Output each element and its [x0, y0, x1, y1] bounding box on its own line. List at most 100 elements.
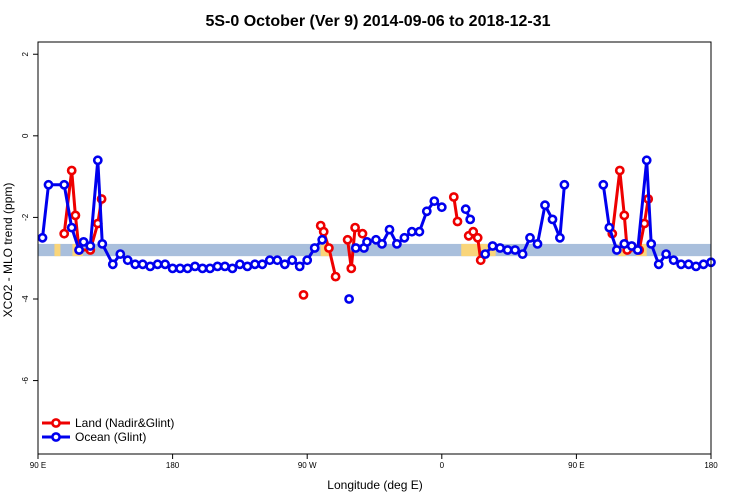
data-point — [555, 232, 565, 243]
data-point — [59, 179, 70, 190]
data-point — [122, 255, 133, 266]
data-point — [641, 155, 652, 166]
data-point — [234, 259, 245, 270]
data-point — [317, 234, 328, 245]
data-point — [97, 238, 108, 249]
data-point — [167, 263, 178, 274]
x-tick-label: 90 E — [30, 461, 46, 470]
data-point — [227, 263, 238, 274]
data-point — [175, 263, 185, 274]
x-tick-label: 90 E — [568, 461, 584, 470]
data-point — [350, 243, 361, 253]
data-point — [547, 214, 558, 225]
data-point — [92, 155, 103, 166]
data-point — [37, 232, 48, 243]
legend-marker — [51, 418, 61, 428]
data-point — [264, 255, 275, 266]
data-point — [421, 206, 432, 217]
band-land-segment — [54, 243, 61, 257]
data-point — [66, 222, 77, 233]
data-point — [107, 259, 118, 270]
chart-title: 5S-0 October (Ver 9) 2014-09-06 to 2018-… — [205, 13, 550, 30]
data-point — [342, 234, 353, 245]
data-point — [318, 226, 329, 237]
data-point — [472, 232, 483, 243]
data-point — [475, 255, 486, 266]
legend-item: Ocean (Glint) — [42, 430, 146, 444]
data-point — [406, 226, 417, 237]
series-ocean — [37, 155, 716, 304]
x-tick-label: 90 W — [298, 461, 317, 470]
data-point — [130, 259, 141, 270]
x-tick-label: 180 — [704, 461, 718, 470]
data-point — [287, 255, 298, 266]
y-axis: 2 0 -2 -4 -6 — [21, 51, 38, 384]
data-point — [279, 259, 290, 270]
data-point — [559, 179, 570, 190]
data-point — [399, 232, 410, 243]
data-point — [598, 179, 609, 190]
data-point — [346, 263, 357, 274]
data-point — [646, 238, 657, 249]
x-axis-label: Longitude (deg E) — [327, 478, 422, 492]
x-axis: 90 E 180 90 W 0 90 E 180 — [30, 454, 718, 470]
plot-frame — [37, 41, 712, 455]
data-point — [465, 214, 476, 225]
data-point — [85, 241, 96, 251]
data-point — [219, 261, 230, 272]
data-point — [452, 216, 463, 227]
data-point — [272, 255, 283, 266]
legend-label: Land (Nadir&Glint) — [75, 416, 174, 430]
data-point — [205, 263, 215, 274]
data-point — [698, 259, 709, 270]
data-point — [653, 259, 664, 270]
band-ocean — [38, 243, 711, 257]
series-layer — [37, 155, 716, 304]
data-point — [160, 259, 170, 270]
data-point — [115, 249, 126, 259]
data-point — [460, 204, 471, 215]
data-point — [661, 249, 671, 259]
data-point — [614, 165, 625, 176]
x-tick-label: 0 — [440, 461, 445, 470]
data-point — [357, 228, 368, 239]
data-point — [517, 249, 528, 259]
data-point — [525, 232, 535, 243]
data-point — [495, 243, 505, 253]
data-point — [330, 271, 341, 282]
data-point — [436, 202, 447, 213]
legend-marker — [51, 432, 61, 442]
y-tick-label: -4 — [21, 295, 30, 303]
data-point — [487, 241, 498, 251]
y-axis-label: XCO2 - MLO trend (ppm) — [1, 183, 15, 318]
data-point — [532, 238, 543, 249]
data-point — [540, 200, 550, 211]
reference-band — [38, 243, 711, 257]
data-point — [344, 294, 354, 304]
y-tick-label: 2 — [21, 51, 30, 56]
y-tick-label: -2 — [21, 213, 30, 221]
data-point — [362, 236, 372, 247]
data-point — [302, 255, 313, 266]
data-point — [384, 224, 395, 235]
data-point — [309, 243, 320, 253]
data-point — [510, 245, 520, 255]
data-point — [70, 210, 81, 221]
data-point — [298, 289, 309, 300]
data-point — [668, 255, 679, 266]
y-tick-label: -6 — [21, 376, 30, 384]
data-point — [137, 259, 148, 270]
data-point — [632, 245, 643, 255]
data-point — [197, 263, 208, 274]
data-point — [323, 243, 334, 253]
data-point — [59, 228, 70, 239]
data-point — [66, 165, 77, 176]
data-point — [294, 261, 305, 272]
data-point — [391, 238, 402, 249]
data-point — [480, 249, 491, 259]
data-point — [468, 226, 479, 237]
data-point — [611, 245, 622, 255]
data-point — [676, 259, 686, 270]
data-point — [152, 259, 163, 270]
